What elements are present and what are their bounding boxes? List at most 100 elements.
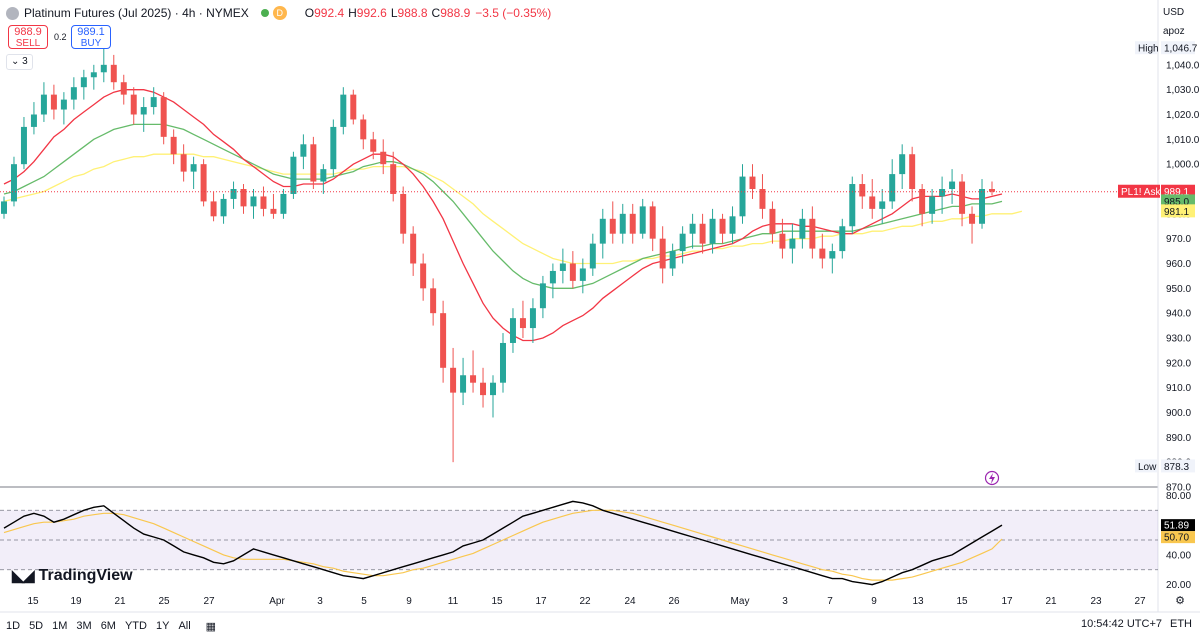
candle-body bbox=[909, 154, 916, 189]
candle bbox=[260, 186, 267, 217]
candle-body bbox=[280, 193, 287, 214]
date-range-icon[interactable]: ▦ bbox=[205, 620, 217, 633]
tf-1y[interactable]: 1Y bbox=[155, 620, 170, 632]
market-open-icon bbox=[260, 9, 269, 17]
sell-button[interactable]: 988.9 SELL bbox=[8, 25, 48, 49]
candle-body bbox=[649, 206, 656, 239]
tf-6m[interactable]: 6M bbox=[100, 620, 116, 632]
candle-body bbox=[80, 77, 87, 88]
indicators-toggle[interactable]: ⌄ 3 bbox=[6, 54, 33, 70]
buy-price: 989.1 bbox=[77, 26, 105, 38]
candle-body bbox=[959, 181, 966, 214]
buy-button[interactable]: 989.1 BUY bbox=[71, 25, 111, 49]
candle bbox=[899, 144, 906, 189]
candle bbox=[290, 151, 297, 199]
candle bbox=[320, 164, 327, 194]
candle-body bbox=[559, 263, 566, 271]
candle bbox=[420, 253, 427, 301]
candle bbox=[130, 87, 137, 125]
candle-body bbox=[859, 184, 866, 197]
candle-body bbox=[609, 218, 616, 234]
candle-body bbox=[190, 164, 197, 172]
candle bbox=[210, 191, 217, 222]
candle bbox=[769, 201, 776, 244]
candle bbox=[549, 263, 556, 299]
candle bbox=[669, 243, 676, 276]
candle bbox=[839, 218, 846, 259]
candle bbox=[579, 258, 586, 294]
ma-slow-line bbox=[3, 153, 1023, 265]
sell-label: SELL bbox=[15, 38, 41, 49]
ask-label-tag: PL1! Ask bbox=[1118, 184, 1161, 198]
time-tick: 3 bbox=[782, 596, 788, 607]
rsi-ma-line bbox=[3, 509, 1003, 581]
candle-body bbox=[749, 176, 756, 189]
candle-body bbox=[669, 251, 676, 269]
scale-label[interactable]: apoz bbox=[1163, 26, 1185, 37]
candle bbox=[949, 169, 956, 204]
candle bbox=[789, 223, 796, 264]
candle-body bbox=[480, 382, 487, 396]
time-tick: 23 bbox=[1090, 596, 1102, 607]
tf-3m[interactable]: 3M bbox=[76, 620, 92, 632]
candle bbox=[929, 189, 936, 224]
currency-label[interactable]: USD bbox=[1163, 7, 1185, 18]
low-label-tag-text: Low bbox=[1138, 462, 1157, 473]
delay-badge: D bbox=[272, 6, 287, 20]
high-label-tag-bg bbox=[1135, 41, 1157, 55]
candle-body bbox=[490, 382, 497, 396]
candle bbox=[280, 189, 287, 219]
time-tick: 3 bbox=[317, 596, 323, 607]
rsi-line bbox=[3, 500, 1003, 586]
time-tick: 11 bbox=[448, 596, 459, 607]
candle-body bbox=[709, 218, 716, 244]
timeframe-bar: 1D 5D 1M 3M 6M YTD 1Y All ▦ bbox=[6, 618, 225, 634]
time-tick: 21 bbox=[114, 596, 126, 607]
price-tick: 920.0 bbox=[1166, 358, 1191, 369]
candle-body bbox=[120, 82, 127, 95]
candle bbox=[959, 174, 966, 227]
candle bbox=[410, 226, 417, 276]
candle-body bbox=[30, 114, 37, 127]
candle bbox=[519, 300, 526, 338]
rsi-value-tag-bg bbox=[1161, 519, 1195, 532]
low-label-tag: Low bbox=[1135, 459, 1157, 473]
candle-body bbox=[899, 154, 906, 175]
candle bbox=[100, 48, 107, 83]
clock-time[interactable]: 10:54:42 UTC+7 bbox=[1080, 618, 1162, 630]
time-tick: 24 bbox=[624, 596, 636, 607]
candle bbox=[639, 198, 646, 239]
candle bbox=[480, 367, 487, 408]
candle-body bbox=[40, 94, 47, 115]
time-tick: 13 bbox=[912, 596, 924, 607]
candle-body bbox=[340, 94, 347, 127]
candle-body bbox=[170, 136, 177, 155]
tf-5d[interactable]: 5D bbox=[29, 620, 44, 632]
candle-body bbox=[509, 318, 516, 343]
candle-body bbox=[759, 189, 766, 209]
candle-body bbox=[390, 164, 397, 194]
high-value-tag: 1,046.7 bbox=[1161, 41, 1198, 55]
candle-body bbox=[330, 126, 337, 170]
tf-ytd[interactable]: YTD bbox=[124, 620, 147, 632]
ma-slow-tag-text: 981.1 bbox=[1164, 207, 1189, 218]
status-bar: 10:54:42 UTC+7 ETH bbox=[1081, 618, 1192, 630]
tf-1d[interactable]: 1D bbox=[6, 620, 21, 632]
candle-body bbox=[579, 268, 586, 281]
symbol-title[interactable]: Platinum Futures (Jul 2025) · 4h · NYMEX bbox=[24, 6, 249, 20]
ma-mid-tag-text: 985.0 bbox=[1164, 197, 1189, 208]
settings-icon: ⚙ bbox=[1175, 595, 1185, 607]
session-label[interactable]: ETH bbox=[1170, 618, 1192, 630]
candle-body bbox=[739, 176, 746, 217]
candle bbox=[80, 69, 87, 100]
candle bbox=[869, 179, 876, 219]
candle bbox=[150, 87, 157, 115]
change-value: −3.5 (−0.35%) bbox=[475, 6, 552, 20]
tf-all[interactable]: All bbox=[178, 620, 191, 632]
candle-body bbox=[470, 375, 477, 383]
tf-1m[interactable]: 1M bbox=[52, 620, 68, 632]
platinum-symbol-icon bbox=[6, 6, 19, 20]
candle-body bbox=[919, 189, 926, 214]
candle-body bbox=[140, 107, 147, 115]
